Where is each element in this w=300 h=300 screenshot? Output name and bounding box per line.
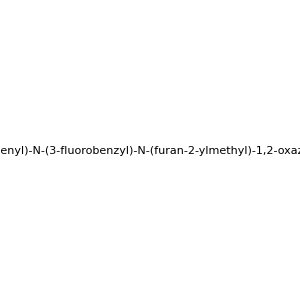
Text: 5-(3,4-dimethylphenyl)-N-(3-fluorobenzyl)-N-(furan-2-ylmethyl)-1,2-oxazole-3-car: 5-(3,4-dimethylphenyl)-N-(3-fluorobenzyl… bbox=[0, 146, 300, 157]
